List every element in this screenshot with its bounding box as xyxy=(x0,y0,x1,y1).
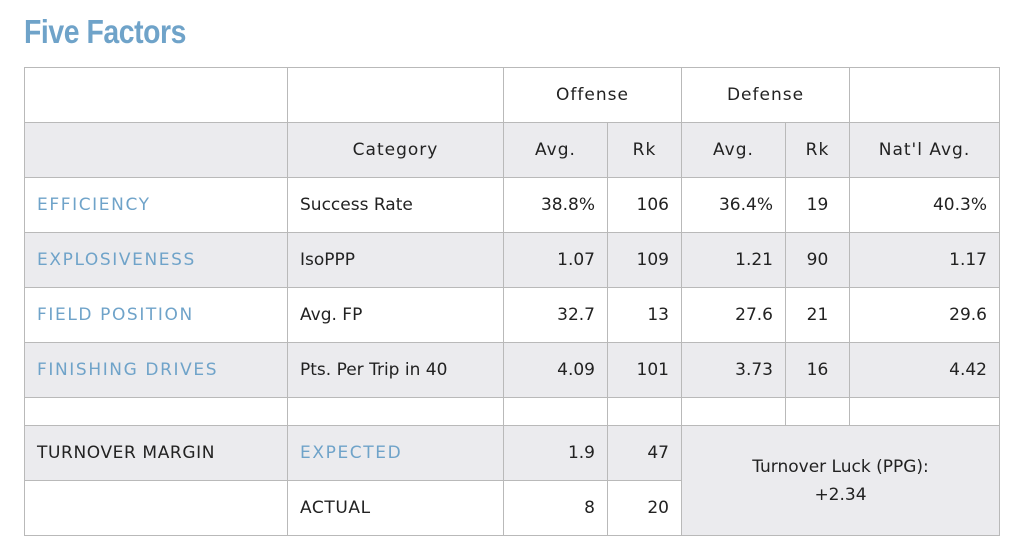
table-row: FIELD POSITION Avg. FP 32.7 13 27.6 21 2… xyxy=(24,287,1000,343)
actual-label: ACTUAL xyxy=(287,480,504,536)
factor-label: FIELD POSITION xyxy=(24,287,288,343)
expected-label: EXPECTED xyxy=(287,425,504,481)
category-cell: Success Rate xyxy=(287,177,504,233)
factor-label: EFFICIENCY xyxy=(24,177,288,233)
defense-avg-cell: 3.73 xyxy=(681,342,786,398)
defense-header: Defense xyxy=(681,67,850,123)
defense-avg-cell: 1.21 xyxy=(681,232,786,288)
offense-header: Offense xyxy=(503,67,682,123)
offense-rk-cell: 109 xyxy=(607,232,682,288)
group-header-row: Offense Defense xyxy=(24,67,1000,123)
page-title: Five Factors xyxy=(24,13,187,50)
spacer-row xyxy=(24,397,1000,426)
category-cell: Pts. Per Trip in 40 xyxy=(287,342,504,398)
factor-label: EXPLOSIVENESS xyxy=(24,232,288,288)
offense-rk-cell: 106 xyxy=(607,177,682,233)
natl-avg-cell: 1.17 xyxy=(849,232,1000,288)
actual-avg-cell: 8 xyxy=(503,480,608,536)
defense-rk-cell: 90 xyxy=(785,232,850,288)
turnover-margin-label: TURNOVER MARGIN xyxy=(24,425,288,481)
five-factors-table: Offense Defense Category Avg. Rk Avg. Rk… xyxy=(24,67,1000,536)
offense-avg-header: Avg. xyxy=(503,122,608,178)
offense-rk-cell: 13 xyxy=(607,287,682,343)
category-cell: IsoPPP xyxy=(287,232,504,288)
offense-rk-cell: 101 xyxy=(607,342,682,398)
turnover-expected-row: TURNOVER MARGIN EXPECTED 1.9 47 Turnover… xyxy=(24,425,1000,536)
offense-avg-cell: 1.07 xyxy=(503,232,608,288)
empty-cell xyxy=(785,397,850,426)
defense-rk-header: Rk xyxy=(785,122,850,178)
offense-avg-cell: 4.09 xyxy=(503,342,608,398)
column-header-row: Category Avg. Rk Avg. Rk Nat'l Avg. xyxy=(24,122,1000,178)
defense-avg-cell: 27.6 xyxy=(681,287,786,343)
defense-rk-cell: 16 xyxy=(785,342,850,398)
empty-cell xyxy=(24,397,288,426)
turnover-actual-row: ACTUAL 8 20 xyxy=(24,480,1000,536)
expected-rk-cell: 47 xyxy=(607,425,682,481)
offense-rk-header: Rk xyxy=(607,122,682,178)
defense-avg-header: Avg. xyxy=(681,122,786,178)
empty-cell xyxy=(24,480,288,536)
offense-avg-cell: 38.8% xyxy=(503,177,608,233)
defense-rk-cell: 21 xyxy=(785,287,850,343)
empty-cell xyxy=(287,67,504,123)
actual-rk-cell: 20 xyxy=(607,480,682,536)
empty-cell xyxy=(287,397,504,426)
table-row: EFFICIENCY Success Rate 38.8% 106 36.4% … xyxy=(24,177,1000,233)
turnover-luck-cell: Turnover Luck (PPG): +2.34 xyxy=(681,425,1000,536)
defense-rk-cell: 19 xyxy=(785,177,850,233)
turnover-luck-label: Turnover Luck (PPG): xyxy=(752,456,929,477)
empty-cell xyxy=(24,67,288,123)
empty-cell xyxy=(24,122,288,178)
table-row: EXPLOSIVENESS IsoPPP 1.07 109 1.21 90 1.… xyxy=(24,232,1000,288)
natl-avg-cell: 29.6 xyxy=(849,287,1000,343)
factor-label: FINISHING DRIVES xyxy=(24,342,288,398)
defense-avg-cell: 36.4% xyxy=(681,177,786,233)
turnover-luck-value: +2.34 xyxy=(814,484,867,505)
empty-cell xyxy=(681,397,786,426)
offense-avg-cell: 32.7 xyxy=(503,287,608,343)
category-cell: Avg. FP xyxy=(287,287,504,343)
expected-avg-cell: 1.9 xyxy=(503,425,608,481)
empty-cell xyxy=(503,397,608,426)
empty-cell xyxy=(849,397,1000,426)
natl-avg-header: Nat'l Avg. xyxy=(849,122,1000,178)
empty-cell xyxy=(607,397,682,426)
table-row: FINISHING DRIVES Pts. Per Trip in 40 4.0… xyxy=(24,342,1000,398)
empty-cell xyxy=(849,67,1000,123)
natl-avg-cell: 40.3% xyxy=(849,177,1000,233)
natl-avg-cell: 4.42 xyxy=(849,342,1000,398)
category-header: Category xyxy=(287,122,504,178)
